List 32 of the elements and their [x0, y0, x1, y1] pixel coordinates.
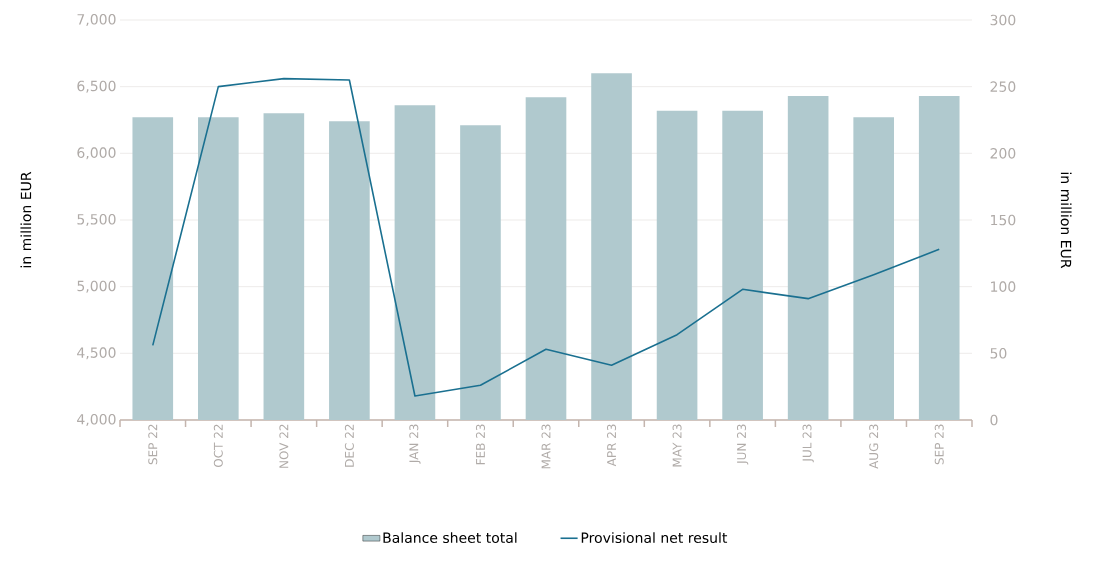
- y-tick-label: 5,500: [77, 213, 116, 226]
- y2-tick-label: 50: [990, 348, 1007, 359]
- y-tick-label: 5,000: [77, 280, 116, 293]
- x-tick-label: JUN 23: [736, 424, 749, 465]
- y2-tick-label: 100: [991, 281, 1016, 292]
- x-tick-label: JAN 23: [409, 424, 421, 464]
- line-series: [151, 77, 941, 397]
- y-axis-title: in million EUR: [20, 171, 32, 268]
- x-tick-label: JUL 23: [802, 424, 814, 463]
- y-tick-label: 6,000: [77, 147, 116, 160]
- legend-label: Balance sheet total: [383, 532, 517, 544]
- y-tick-label: 4,500: [77, 347, 116, 360]
- x-tick-label: DEC 22: [344, 424, 354, 467]
- x-tick-label: AUG 23: [869, 424, 879, 469]
- x-tick-label: APR 23: [607, 424, 617, 467]
- x-tick-label: SEP 22: [148, 424, 158, 465]
- x-tick-label: OCT 22: [213, 424, 223, 468]
- y2-tick-label: 0: [990, 414, 998, 426]
- x-tick-label: MAY 23: [672, 424, 682, 467]
- y-tick-label: 7,000: [77, 13, 116, 27]
- x-tick-label: NOV 22: [279, 424, 289, 468]
- x-tick-label: FEB 23: [475, 424, 486, 465]
- y-tick-label: 4,000: [77, 413, 116, 426]
- x-tick-label: MAR 23: [541, 424, 551, 469]
- y2-tick-label: 150: [991, 214, 1016, 226]
- y2-tick-label: 250: [990, 81, 1016, 92]
- x-tick-label: SEP 23: [934, 424, 944, 465]
- y2-axis-title: in million EUR: [1060, 172, 1072, 269]
- y2-tick-label: 300: [990, 14, 1016, 26]
- y-tick-label: 6,500: [77, 80, 116, 93]
- y2-tick-label: 200: [990, 148, 1016, 159]
- legend-label: Provisional net result: [581, 532, 728, 544]
